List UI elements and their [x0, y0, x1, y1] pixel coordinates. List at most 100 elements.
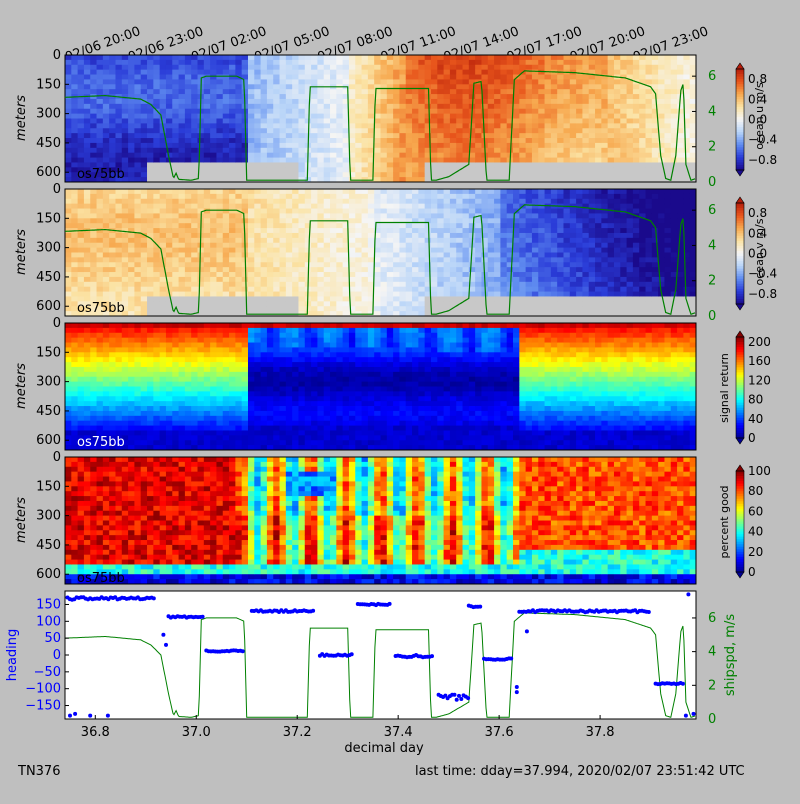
heatmap-cell: [103, 94, 110, 99]
heatmap-cell: [500, 104, 507, 109]
heatmap-cell: [664, 123, 671, 128]
heatmap-cell: [633, 123, 640, 128]
heatmap-cell: [690, 60, 697, 65]
heatmap-cell: [179, 243, 186, 248]
heatmap-cell: [570, 104, 577, 109]
heatmap-cell: [563, 277, 570, 282]
heatmap-cell: [153, 189, 160, 194]
heatmap-cell: [254, 306, 261, 311]
colorbar-swatch: [736, 89, 744, 92]
heatmap-cell: [463, 282, 470, 287]
heatmap-cell: [324, 94, 331, 99]
heatmap-cell: [582, 301, 589, 306]
heatmap-cell: [65, 104, 72, 109]
heatmap-cell: [475, 75, 482, 80]
heatmap-cell: [563, 75, 570, 80]
heatmap-cell: [507, 199, 514, 204]
heatmap-cell: [254, 209, 261, 214]
heatmap-cell: [450, 158, 457, 163]
heatmap-cell: [494, 306, 501, 311]
heatmap-cell: [128, 55, 135, 60]
heatmap-cell: [450, 55, 457, 60]
heatmap-cell: [216, 204, 223, 209]
heatmap-cell: [84, 248, 91, 253]
heatmap-cell: [690, 138, 697, 143]
heatmap-cell: [450, 228, 457, 233]
heatmap-cell: [317, 238, 324, 243]
heatmap-cell: [456, 148, 463, 153]
heatmap-cell: [172, 243, 179, 248]
heatmap-cell: [538, 257, 545, 262]
heatmap-cell: [204, 138, 211, 143]
heatmap-cell: [330, 204, 337, 209]
heatmap-cell: [469, 267, 476, 272]
heatmap-cell: [469, 70, 476, 75]
heatmap-cell: [286, 287, 293, 292]
heatmap-cell: [608, 292, 615, 297]
heatmap-cell: [292, 148, 299, 153]
heatmap-cell: [311, 292, 318, 297]
heatmap-cell: [538, 204, 545, 209]
heatmap-cell: [286, 65, 293, 70]
heatmap-cell: [469, 228, 476, 233]
heatmap-cell: [78, 158, 85, 163]
heatmap-cell: [336, 282, 343, 287]
heatmap-cell: [381, 194, 388, 199]
heatmap-cell: [639, 99, 646, 104]
heatmap-cell: [431, 162, 438, 167]
heatmap-cell: [330, 238, 337, 243]
heatmap-cell: [519, 287, 526, 292]
heatmap-cell: [115, 153, 122, 158]
heatmap-cell: [557, 272, 564, 277]
heatmap-cell: [71, 194, 78, 199]
heatmap-cell: [134, 79, 141, 84]
heatmap-cell: [671, 70, 678, 75]
heatmap-cell: [336, 243, 343, 248]
heatmap-cell: [563, 65, 570, 70]
heatmap-cell: [267, 282, 274, 287]
heatmap-cell: [179, 199, 186, 204]
heatmap-cell: [254, 272, 261, 277]
heatmap-cell: [507, 277, 514, 282]
heatmap-cell: [229, 253, 236, 258]
heatmap-cell: [235, 143, 242, 148]
heatmap-cell: [147, 133, 154, 138]
heatmap-cell: [646, 148, 653, 153]
heatmap-cell: [507, 233, 514, 238]
heatmap-cell: [235, 109, 242, 114]
heatmap-cell: [324, 79, 331, 84]
heatmap-cell: [235, 123, 242, 128]
heatmap-cell: [456, 213, 463, 218]
heatmap-cell: [254, 70, 261, 75]
heatmap-cell: [595, 55, 602, 60]
heatmap-cell: [235, 148, 242, 153]
heatmap-cell: [280, 204, 287, 209]
heatmap-cell: [286, 94, 293, 99]
heatmap-cell: [620, 204, 627, 209]
heatmap-cell: [90, 189, 97, 194]
heatmap-cell: [431, 172, 438, 177]
heatmap-cell: [84, 138, 91, 143]
heatmap-cell: [311, 257, 318, 262]
heatmap-cell: [450, 204, 457, 209]
heatmap-cell: [500, 79, 507, 84]
heatmap-cell: [84, 199, 91, 204]
heatmap-cell: [160, 287, 167, 292]
heatmap-cell: [280, 133, 287, 138]
heatmap-cell: [185, 153, 192, 158]
heatmap-cell: [292, 104, 299, 109]
heatmap-cell: [273, 79, 280, 84]
heatmap-cell: [324, 158, 331, 163]
heatmap-cell: [223, 172, 230, 177]
heatmap-cell: [456, 104, 463, 109]
heatmap-cell: [166, 114, 173, 119]
heatmap-cell: [519, 267, 526, 272]
heatmap-cell: [381, 228, 388, 233]
heatmap-cell: [387, 292, 394, 297]
heatmap-cell: [431, 199, 438, 204]
heatmap-cell: [582, 94, 589, 99]
heatmap-cell: [97, 213, 104, 218]
heatmap-cell: [349, 204, 356, 209]
heatmap-cell: [179, 204, 186, 209]
heatmap-cell: [418, 243, 425, 248]
